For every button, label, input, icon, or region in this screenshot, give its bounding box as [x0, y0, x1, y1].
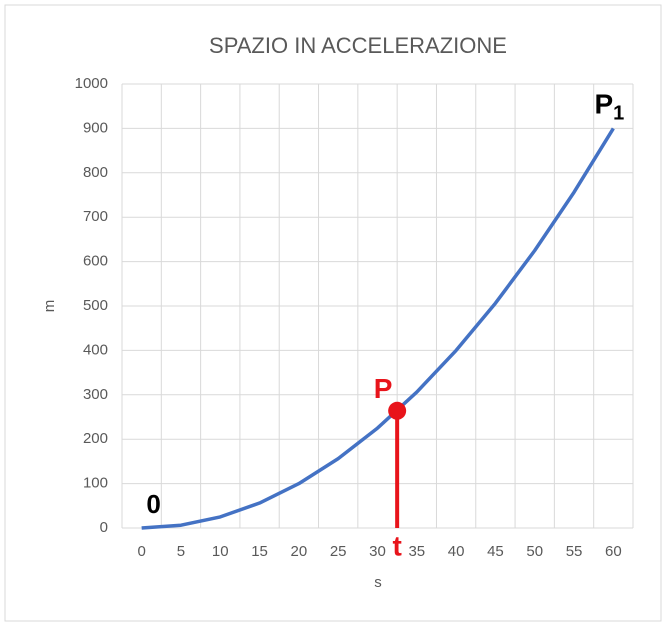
- y-tick-label: 900: [83, 119, 108, 136]
- x-tick-label: 45: [487, 543, 504, 560]
- x-tick-label: 25: [330, 543, 347, 560]
- x-tick-label: 20: [291, 543, 308, 560]
- y-tick-label: 1000: [75, 75, 108, 92]
- data-line: [141, 127, 615, 530]
- x-tick-label: 60: [605, 543, 622, 560]
- y-tick-label: 0: [100, 519, 108, 536]
- x-tick-label: 35: [408, 543, 425, 560]
- point-label: P: [374, 373, 393, 404]
- x-tick-label: 55: [566, 543, 583, 560]
- point-marker: [388, 401, 407, 420]
- y-tick-label: 600: [83, 253, 108, 270]
- y-tick-label: 300: [83, 386, 108, 403]
- time-label: t: [392, 530, 401, 561]
- y-tick-label: 500: [83, 297, 108, 314]
- x-tick-label: 5: [177, 543, 185, 560]
- y-tick-label: 100: [83, 475, 108, 492]
- y-tick-label: 800: [83, 164, 108, 181]
- x-tick-label: 10: [212, 543, 229, 560]
- y-axis-label: m: [41, 300, 58, 313]
- x-tick-label: 15: [251, 543, 268, 560]
- end-label-main: P: [594, 89, 613, 120]
- chart-border: [4, 4, 662, 622]
- y-tick-label: 400: [83, 341, 108, 358]
- origin-label: 0: [146, 489, 160, 519]
- x-tick-label: 0: [137, 543, 145, 560]
- x-tick-label: 50: [526, 543, 543, 560]
- x-axis-label: s: [374, 574, 382, 591]
- y-tick-label: 700: [83, 208, 108, 225]
- y-tick-label: 200: [83, 430, 108, 447]
- end-label: P1: [594, 89, 624, 125]
- chart-title: SPAZIO IN ACCELERAZIONE: [209, 33, 507, 58]
- x-tick-label: 40: [448, 543, 465, 560]
- end-label-sub: 1: [613, 103, 624, 125]
- x-tick-label: 30: [369, 543, 386, 560]
